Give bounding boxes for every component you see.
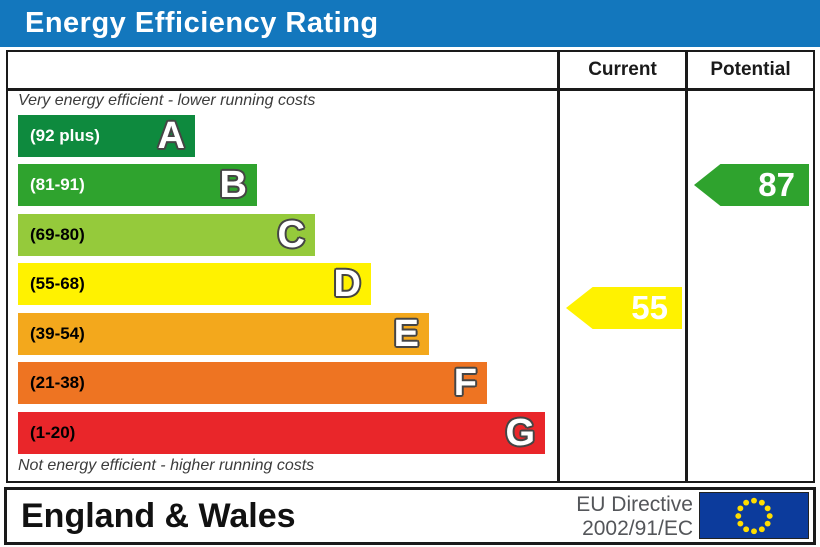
band-bar-b: (81-91) B xyxy=(18,164,257,206)
eu-directive-line2: 2002/91/EC xyxy=(582,516,693,540)
current-rating-arrow: 55 xyxy=(566,287,682,329)
band-letter: G xyxy=(505,412,535,454)
band-bar-e: (39-54) E xyxy=(18,313,429,355)
chart-title: Energy Efficiency Rating xyxy=(25,7,379,39)
column-divider xyxy=(685,52,688,481)
band-letter: C xyxy=(277,214,305,256)
band-range-label: (92 plus) xyxy=(30,126,100,145)
band-range-label: (55-68) xyxy=(30,274,85,293)
eu-flag-icon xyxy=(699,492,809,539)
column-header-current: Current xyxy=(588,59,657,80)
band-letter: E xyxy=(393,313,419,355)
band-letter: A xyxy=(157,115,185,157)
potential-rating-arrow: 87 xyxy=(694,164,809,206)
band-range-label: (21-38) xyxy=(30,373,85,392)
chart-title-bar: Energy Efficiency Rating xyxy=(0,0,820,47)
eu-directive-label: EU Directive 2002/91/EC xyxy=(576,493,693,540)
footer-bar: England & Wales EU Directive 2002/91/EC xyxy=(4,487,816,545)
band-letter: F xyxy=(453,362,477,404)
potential-rating-value: 87 xyxy=(758,166,795,203)
top-note: Very energy efficient - lower running co… xyxy=(18,92,316,109)
column-header-potential: Potential xyxy=(710,59,791,80)
header-divider xyxy=(8,88,813,91)
band-bar-a: (92 plus) A xyxy=(18,115,195,157)
region-label: England & Wales xyxy=(21,497,296,535)
band-range-label: (69-80) xyxy=(30,225,85,244)
band-bar-f: (21-38) F xyxy=(18,362,487,404)
band-letter: D xyxy=(333,263,361,305)
eu-directive-line1: EU Directive xyxy=(576,493,693,516)
band-range-label: (81-91) xyxy=(30,175,85,194)
band-bar-d: (55-68) D xyxy=(18,263,371,305)
band-bar-c: (69-80) C xyxy=(18,214,315,256)
band-range-label: (39-54) xyxy=(30,324,85,343)
current-rating-value: 55 xyxy=(631,289,668,326)
band-range-label: (1-20) xyxy=(30,423,76,442)
rating-table: Current Potential Very energy efficient … xyxy=(6,50,815,483)
bottom-note: Not energy efficient - higher running co… xyxy=(18,457,315,474)
column-divider xyxy=(557,52,560,481)
band-bar-g: (1-20) G xyxy=(18,412,545,454)
band-letter: B xyxy=(219,164,247,206)
